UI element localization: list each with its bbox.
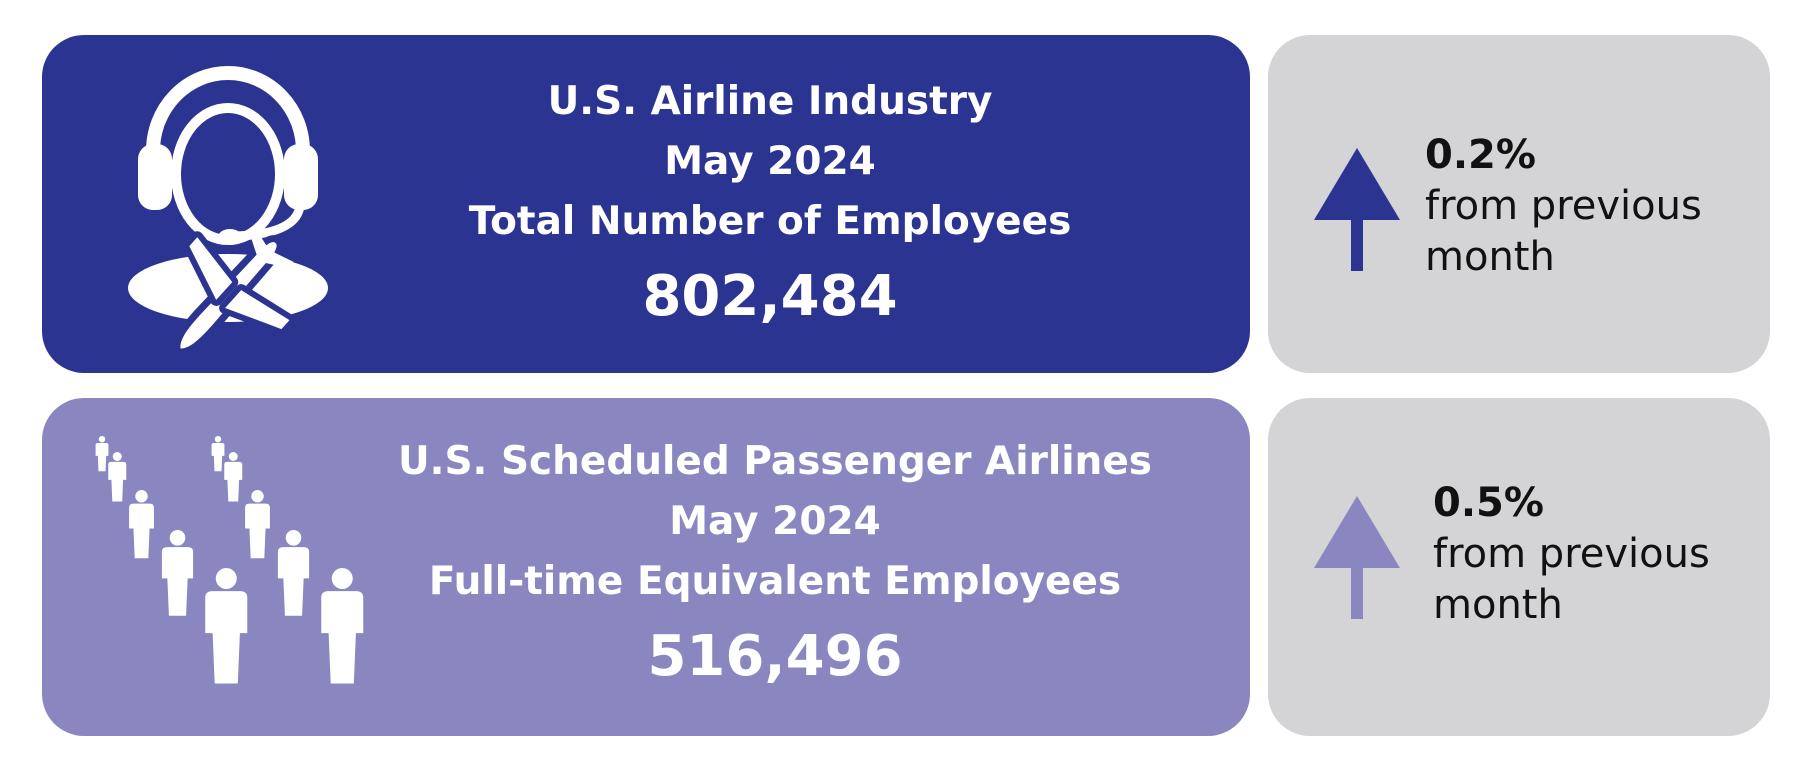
passenger-change-value: 0.5% [1433,480,1544,526]
people-crowd-icon [95,436,364,684]
arrow-up-icon [1314,496,1400,619]
passenger-stat-block: U.S. Scheduled Passenger Airlines May 20… [360,432,1190,696]
passenger-change-label-2: month [1433,582,1563,628]
passenger-change-label-1: from previous [1433,531,1710,577]
industry-employee-count: 802,484 [642,264,898,329]
passenger-change-text: 0.5% from previous month [1433,478,1710,631]
industry-change-label-1: from previous [1425,183,1702,229]
industry-metric-label: Total Number of Employees [468,199,1072,244]
industry-title: U.S. Airline Industry [547,79,993,124]
industry-change-text: 0.2% from previous month [1425,130,1702,283]
industry-change-label-2: month [1425,234,1555,280]
headset-airplane-icon [128,66,328,356]
passenger-airlines-panel [42,398,1250,736]
passenger-title: U.S. Scheduled Passenger Airlines [397,439,1152,484]
passenger-period: May 2024 [669,499,881,544]
passenger-employee-count: 516,496 [647,624,903,689]
industry-period: May 2024 [664,139,876,184]
industry-stat-block: U.S. Airline Industry May 2024 Total Num… [430,72,1110,336]
arrow-up-icon [1314,148,1400,271]
industry-change-value: 0.2% [1425,132,1536,178]
passenger-metric-label: Full-time Equivalent Employees [428,559,1122,604]
